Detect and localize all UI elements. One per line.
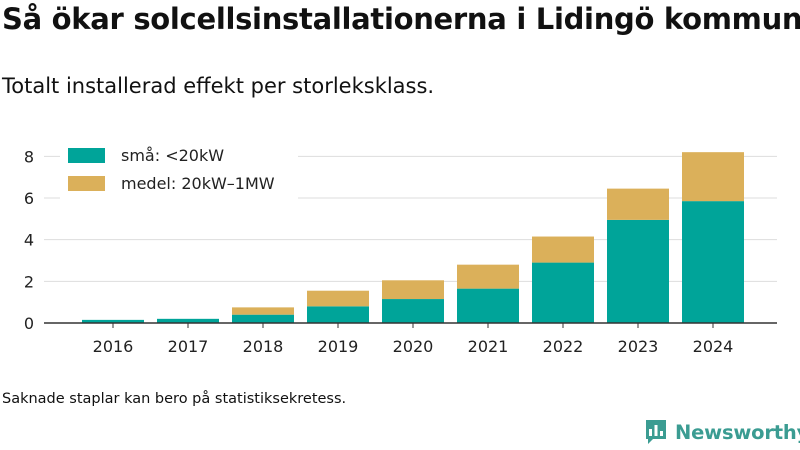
stacked-bar-chart: 0 2 4 6 8 2016 2017 2018 2019 2020 2021 2022 2023 202…	[23, 141, 777, 356]
bar-small	[82, 319, 144, 323]
bar-medium	[382, 280, 444, 300]
y-tick-label: 8	[24, 147, 34, 166]
bar-small	[607, 219, 669, 323]
chart-title: Så ökar solcellsinstallationerna i Lidin…	[2, 2, 800, 36]
x-tick-label: 2020	[393, 337, 434, 356]
bar-chart-speech-bubble-icon	[646, 420, 666, 444]
axes: 0 2 4 6 8 2016 2017 2018 2019 2020 2021 2022 2023 202…	[24, 147, 777, 356]
legend-swatch	[68, 176, 105, 191]
chart-subtitle: Totalt installerad effekt per storlekskl…	[2, 74, 435, 98]
bars	[82, 152, 744, 323]
legend-label: medel: 20kW–1MW	[121, 174, 275, 193]
y-tick-label: 0	[24, 314, 34, 333]
x-tick-label: 2024	[693, 337, 734, 356]
footnote: Saknade staplar kan bero på statistiksek…	[2, 391, 347, 407]
x-tick-label: 2016	[93, 337, 134, 356]
legend-label: små: <20kW	[121, 146, 224, 165]
brand-logo: Newsworthy	[644, 419, 800, 445]
bar-small	[307, 306, 369, 323]
bar-small	[457, 288, 519, 323]
brand-name: Newsworthy	[675, 420, 800, 444]
legend: små: <20kW medel: 20kW–1MW	[60, 141, 298, 199]
bar-medium	[532, 236, 594, 263]
y-tick-label: 6	[24, 189, 34, 208]
bar-small	[682, 201, 744, 323]
bar-small	[532, 262, 594, 323]
bar-medium	[607, 188, 669, 220]
x-tick-label: 2021	[468, 337, 509, 356]
bar-small	[382, 299, 444, 323]
x-tick-label: 2017	[168, 337, 209, 356]
bar-medium	[307, 290, 369, 307]
bar-small	[157, 318, 219, 323]
legend-swatch	[68, 148, 105, 163]
bar-medium	[682, 152, 744, 202]
y-tick-label: 2	[24, 272, 34, 291]
x-tick-label: 2023	[618, 337, 659, 356]
y-tick-label: 4	[24, 231, 34, 250]
x-tick-label: 2018	[243, 337, 284, 356]
bar-medium	[457, 264, 519, 289]
x-tick-label: 2022	[543, 337, 584, 356]
bar-small	[232, 314, 294, 323]
bar-medium	[232, 307, 294, 315]
x-tick-label: 2019	[318, 337, 359, 356]
